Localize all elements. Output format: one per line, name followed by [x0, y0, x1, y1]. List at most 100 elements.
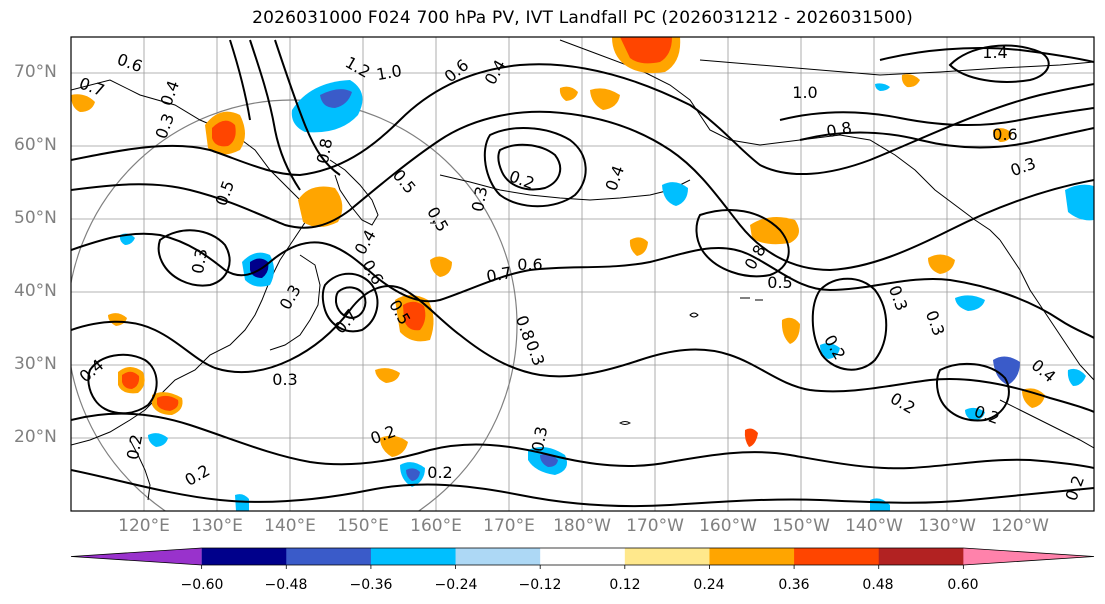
- coast-mexico: [999, 399, 1094, 449]
- colorbar-bin: [370, 548, 457, 565]
- pv-pos-mid-10: [71, 94, 95, 112]
- pv-neg-mid-2: [965, 407, 985, 421]
- colorbar-bin: [201, 548, 287, 565]
- contour-label: 0.8: [825, 118, 853, 141]
- contour-12: [157, 229, 231, 287]
- contour-15: [879, 47, 1094, 63]
- colorbar-tick-label: 0.12: [609, 577, 641, 593]
- pv-pos-mid-7: [375, 368, 400, 383]
- pv-pos-siberia-core: [212, 120, 236, 147]
- pv-positive-shading: [71, 37, 1045, 457]
- colorbar-tick-label: 0.24: [693, 577, 725, 593]
- contour-7: [483, 127, 587, 208]
- pv-pos-arctic-core: [620, 37, 672, 64]
- pv-pos-mid-14: [901, 74, 920, 88]
- pv-pos-gulf: [750, 216, 799, 245]
- pv-pos-mid-3: [781, 317, 800, 344]
- small-3: [619, 421, 631, 425]
- lon-label-130e: 130°E: [191, 516, 243, 536]
- pv-pos-okhotsk: [298, 186, 343, 227]
- contour-5: [71, 412, 1094, 470]
- pv-neg-east-1: [993, 356, 1020, 385]
- lat-label-20n: 20°N: [14, 427, 57, 447]
- pv-pos-china-core: [122, 371, 140, 389]
- contour-14: [799, 127, 1094, 149]
- pv-neg-mid-1: [820, 343, 840, 359]
- contour-10: [334, 286, 367, 320]
- pv-pos-mid-8: [590, 88, 620, 110]
- colorbar-bin: [624, 548, 710, 565]
- lon-label-120e: 120°E: [118, 516, 170, 536]
- colorbar-bin: [963, 548, 1094, 565]
- pv-neg-siberia-core: [320, 89, 352, 108]
- pv-pos-mid-9: [559, 86, 578, 101]
- colorbar-tick-label: 0.60: [947, 577, 979, 593]
- colorbar-tick-label: −0.36: [349, 577, 393, 593]
- pv-pos-mid-6: [380, 435, 408, 457]
- lat-label-40n: 40°N: [14, 281, 57, 301]
- small-4: [689, 312, 699, 318]
- contour-label: 0.3: [272, 370, 297, 389]
- lat-label-60n: 60°N: [14, 135, 57, 155]
- pv-neg-east-4: [1067, 368, 1086, 386]
- pv-pos-mid-4: [928, 254, 955, 274]
- lat-label-30n: 30°N: [14, 354, 57, 374]
- pv-neg-east-3: [955, 295, 985, 311]
- pv-neg-west-2: [119, 233, 135, 245]
- colorbar-bin: [71, 548, 202, 565]
- colorbar: [70, 547, 1095, 569]
- colorbar-bin: [794, 548, 880, 565]
- coast-aleutians: [439, 174, 691, 201]
- pv-neg-mid-3: [875, 83, 890, 91]
- coast-philippines: [129, 439, 151, 501]
- lon-label-160w: 160°W: [699, 516, 757, 536]
- contour-3: [71, 232, 1094, 339]
- pv-pos-mid-12: [108, 313, 127, 326]
- contour-16: [948, 44, 1050, 83]
- lon-label-150e: 150°E: [337, 516, 389, 536]
- lat-label-50n: 50°N: [14, 208, 57, 228]
- contour-17: [249, 39, 301, 191]
- lon-label-140w: 140°W: [845, 516, 903, 536]
- lon-label-140e: 140°E: [264, 516, 316, 536]
- colorbar-tick-label: −0.12: [518, 577, 562, 593]
- colorbar-bin: [709, 548, 795, 565]
- pv-neg-dateline: [662, 182, 688, 206]
- contour-21: [695, 209, 790, 278]
- contour-19: [229, 39, 251, 121]
- pv-pos-mid-11: [993, 128, 1012, 142]
- colorbar-bin: [878, 548, 964, 565]
- colorbar-tick-label: −0.48: [264, 577, 308, 593]
- pv-negative-shading: [119, 80, 1094, 511]
- contour-label: 1.0: [375, 61, 403, 84]
- colorbar-bin: [286, 548, 372, 565]
- contour-8: [497, 143, 562, 191]
- coast-kamchatka: [329, 159, 379, 226]
- lat-label-70n: 70°N: [14, 62, 57, 82]
- contour-9: [321, 272, 379, 333]
- contour-label: 0.3: [468, 185, 491, 213]
- contour-20: [87, 353, 158, 415]
- contour-label: 1.0: [792, 83, 817, 102]
- pv-neg-west-1: [148, 433, 168, 447]
- colorbar-tick-label: −0.60: [180, 577, 224, 593]
- colorbar-tick-label: 0.48: [862, 577, 894, 593]
- plot-frame: [70, 36, 1095, 512]
- colorbar-bin: [540, 548, 626, 565]
- contour-2: [71, 110, 1094, 272]
- plot-area: [71, 37, 1094, 511]
- map-title: 2026031000 F024 700 hPa PV, IVT Landfall…: [252, 8, 913, 28]
- pv-contours: [71, 39, 1094, 508]
- contour-label: 0.8: [313, 137, 336, 165]
- colorbar-tick-label: 0.36: [778, 577, 810, 593]
- contour-label: 0.6: [992, 125, 1017, 144]
- contour-label: 0.2: [123, 433, 146, 461]
- contour-label: 0.3: [528, 425, 551, 453]
- pv-pos-taiwan-core: [157, 395, 179, 411]
- contour-label: 0.7: [485, 263, 513, 286]
- colorbar-tick-label: −0.24: [434, 577, 478, 593]
- lon-label-170w: 170°W: [626, 516, 684, 536]
- lon-label-160e: 160°E: [410, 516, 462, 536]
- contour-4: [71, 285, 1094, 413]
